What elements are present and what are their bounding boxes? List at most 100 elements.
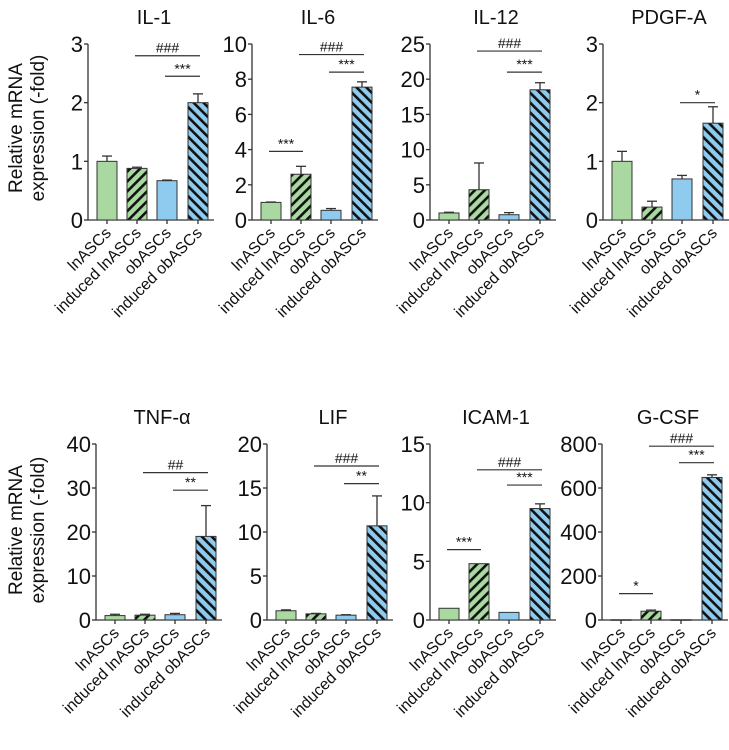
- significance-label: **: [185, 474, 196, 490]
- significance-label: ###: [320, 39, 344, 55]
- y-tick-label: 2: [71, 91, 83, 116]
- y-tick-label: 0: [413, 208, 425, 233]
- bar-induced-lnascs: [134, 614, 156, 621]
- y-tick-label: 0: [250, 608, 262, 633]
- y-tick-label: 20: [238, 432, 262, 457]
- bar-obascs: [156, 180, 178, 221]
- y-tick-label: 10: [67, 564, 91, 589]
- panel-title: G-CSF: [637, 407, 699, 429]
- y-tick-label: 600: [560, 476, 597, 501]
- y-axis-title-top: Relative mRNA expression (-fold): [6, 55, 49, 202]
- bar-obascs: [320, 209, 342, 221]
- y-tick-label: 0: [585, 608, 597, 633]
- y-tick-label: 200: [560, 564, 597, 589]
- bar-induced-obascs: [187, 102, 209, 221]
- y-tick-label: 1: [71, 149, 83, 174]
- y-tick-label: 40: [67, 432, 91, 457]
- bar-lnascs: [438, 212, 460, 221]
- y-tick-label: 5: [413, 173, 425, 198]
- y-tick-label: 0: [413, 608, 425, 633]
- panel-title: ICAM-1: [462, 407, 530, 429]
- y-axis-title-line1: Relative mRNA: [6, 63, 27, 193]
- y-tick-label: 10: [401, 491, 425, 516]
- y-axis-title-bottom: Relative mRNA expression (-fold): [6, 457, 49, 604]
- bar-obascs: [671, 178, 693, 221]
- bar-induced-lnascs: [468, 563, 490, 621]
- significance-label: ***: [338, 56, 355, 72]
- y-axis-title-line2: expression (-fold): [28, 55, 49, 202]
- bar-lnascs: [611, 160, 633, 221]
- bar-induced-lnascs: [290, 173, 312, 221]
- significance-label: ###: [335, 450, 359, 466]
- y-tick-label: 25: [401, 32, 425, 57]
- y-tick-label: 3: [71, 32, 83, 57]
- bar-induced-lnascs: [640, 610, 662, 621]
- y-tick-label: 0: [586, 208, 598, 233]
- bar-induced-obascs: [702, 122, 724, 221]
- y-tick-label: 8: [235, 67, 247, 92]
- bar-induced-obascs: [701, 476, 723, 621]
- y-tick-label: 15: [401, 102, 425, 127]
- bar-induced-lnascs: [305, 613, 327, 621]
- bar-induced-obascs: [529, 89, 551, 221]
- bar-lnascs: [104, 615, 126, 621]
- y-tick-label: 5: [250, 564, 262, 589]
- y-tick-label: 10: [401, 138, 425, 163]
- significance-label: ***: [278, 135, 295, 151]
- bar-induced-obascs: [366, 525, 388, 621]
- significance-label: ***: [688, 447, 705, 463]
- y-axis-title-line1: Relative mRNA: [6, 465, 27, 595]
- y-tick-label: 800: [560, 432, 597, 457]
- significance-label: ***: [174, 60, 191, 76]
- significance-label: *: [695, 87, 701, 103]
- y-axis-title-line2: expression (-fold): [28, 457, 49, 604]
- bar-lnascs: [260, 201, 282, 221]
- y-tick-label: 30: [67, 476, 91, 501]
- y-tick-label: 0: [235, 208, 247, 233]
- bar-obascs: [164, 614, 186, 621]
- y-tick-label: 1: [586, 149, 598, 174]
- bar-lnascs: [275, 610, 297, 621]
- bar-induced-lnascs: [126, 167, 148, 221]
- panel-title: IL-1: [137, 7, 171, 29]
- significance-label: ***: [456, 534, 473, 550]
- bar-obascs: [335, 614, 357, 621]
- bar-induced-obascs: [351, 86, 373, 221]
- significance-label: **: [356, 468, 367, 484]
- y-tick-label: 2: [586, 91, 598, 116]
- y-tick-label: 0: [71, 208, 83, 233]
- y-tick-label: 10: [238, 520, 262, 545]
- significance-label: ###: [498, 35, 522, 51]
- significance-label: ***: [516, 469, 533, 485]
- y-tick-label: 15: [401, 432, 425, 457]
- bar-induced-obascs: [195, 535, 217, 621]
- panel-title: LIF: [319, 407, 348, 429]
- bar-lnascs: [96, 160, 118, 221]
- y-tick-label: 2: [235, 173, 247, 198]
- panel-title: IL-6: [301, 7, 335, 29]
- panel-title: TNF-α: [133, 407, 190, 429]
- significance-label: ##: [168, 457, 184, 473]
- significance-label: ###: [498, 454, 522, 470]
- y-tick-label: 10: [223, 32, 247, 57]
- y-tick-label: 400: [560, 520, 597, 545]
- y-tick-label: 6: [235, 102, 247, 127]
- significance-label: ***: [516, 56, 533, 72]
- significance-label: ###: [156, 40, 180, 56]
- y-tick-label: 15: [238, 476, 262, 501]
- bar-lnascs: [438, 607, 460, 621]
- y-tick-label: 20: [67, 520, 91, 545]
- panel-title: IL-12: [473, 7, 519, 29]
- bar-induced-lnascs: [468, 189, 490, 221]
- y-tick-label: 20: [401, 67, 425, 92]
- y-tick-label: 3: [586, 32, 598, 57]
- y-tick-label: 4: [235, 138, 247, 163]
- bar-obascs: [498, 611, 520, 621]
